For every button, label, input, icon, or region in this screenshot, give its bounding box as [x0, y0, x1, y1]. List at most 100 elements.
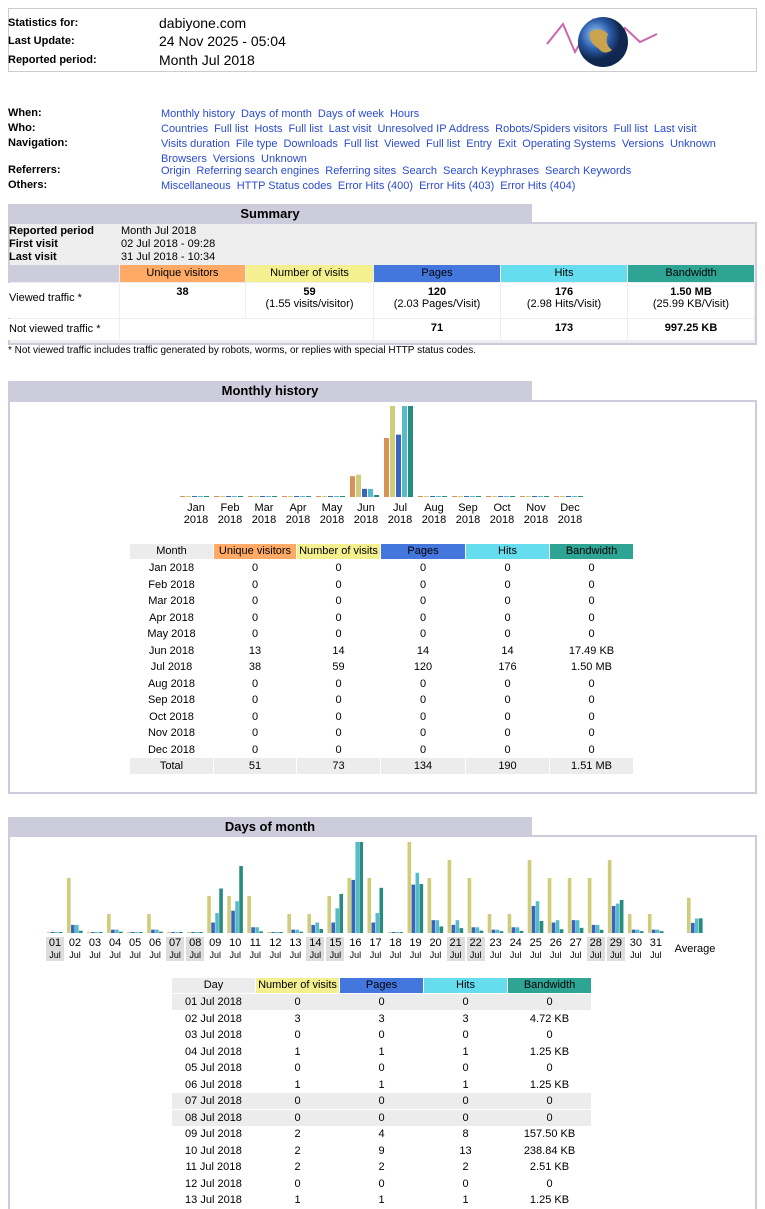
nav-link[interactable]: Exit: [497, 138, 517, 150]
table-cell: 73: [332, 760, 345, 772]
nav-link[interactable]: Last visit: [653, 123, 697, 135]
table-cell: 0: [588, 677, 595, 690]
summary-sub: (1.55 visits/visitor): [265, 298, 354, 310]
nav-label: Others:: [8, 179, 48, 191]
x-tick-label: Jul: [409, 950, 422, 960]
nav-link[interactable]: Countries: [161, 123, 209, 135]
x-tick-label: Nov 2018: [523, 502, 549, 526]
nav-link[interactable]: Monthly history: [161, 108, 235, 120]
table-cell: 3: [462, 1012, 469, 1025]
nav-link[interactable]: Miscellaneous: [161, 180, 231, 192]
table-cell: 05 Jul 2018: [185, 1062, 242, 1074]
bar: [459, 928, 464, 933]
nav-link[interactable]: Days of week: [317, 108, 384, 120]
table-cell: 0: [504, 727, 511, 739]
nav-link[interactable]: Versions: [212, 152, 256, 165]
nav-link[interactable]: Referring sites: [325, 165, 397, 177]
bar: [199, 932, 203, 933]
column-header-text: Day: [203, 979, 224, 991]
table-cell: 1: [294, 1194, 301, 1206]
bar: [350, 476, 355, 497]
nav-link[interactable]: Full list: [426, 138, 461, 150]
x-tick-label: Jul: [549, 950, 562, 960]
nav-link[interactable]: File type: [235, 138, 278, 150]
bar: [519, 930, 524, 933]
table-cell: 0: [462, 1062, 469, 1074]
nav-link[interactable]: Full list: [343, 138, 379, 150]
bar: [115, 929, 119, 933]
column-header: [424, 978, 507, 993]
bar: [220, 496, 225, 497]
bar: [451, 924, 456, 933]
table-cell: 190: [498, 760, 517, 772]
bar: [251, 927, 255, 933]
x-tick-label: 04: [108, 937, 122, 949]
nav-link[interactable]: Downloads: [283, 138, 338, 150]
nav-link[interactable]: Versions: [621, 138, 665, 150]
table-cell: 59: [332, 661, 345, 673]
total-cell: [297, 758, 380, 774]
column-header-text: Hits: [498, 545, 517, 557]
bar: [159, 931, 163, 933]
x-tick-label: 05: [128, 937, 142, 949]
x-tick-label: Jul: [630, 950, 642, 960]
weekend-bg: [586, 937, 605, 961]
nav-link[interactable]: Full list: [288, 123, 323, 135]
x-tick-label: Mar 2018: [251, 502, 277, 526]
bar: [579, 927, 584, 933]
table-cell: Jan 2018: [148, 562, 195, 574]
nav-link[interactable]: Entry: [466, 138, 492, 150]
bar: [315, 922, 319, 933]
bar: [299, 931, 303, 933]
nav-link[interactable]: Error Hits (404): [500, 180, 576, 192]
bar: [75, 924, 79, 933]
bar: [655, 929, 660, 933]
nav-link[interactable]: Browsers: [161, 152, 207, 165]
table-cell: 0: [588, 710, 595, 723]
nav-link[interactable]: Error Hits (400): [337, 180, 414, 192]
bar: [215, 913, 219, 933]
nav-link[interactable]: Unknown: [261, 152, 307, 165]
nav-link[interactable]: Search Keywords: [545, 165, 632, 177]
nav-link[interactable]: Visits duration: [161, 138, 230, 150]
bar: [55, 932, 59, 933]
nav-link[interactable]: Unresolved IP Address: [377, 123, 490, 135]
table-cell: 4: [378, 1128, 385, 1140]
bar: [396, 434, 401, 497]
nav-link[interactable]: Last visit: [328, 123, 372, 135]
row-label-cell: [8, 319, 119, 340]
table-cell: 0: [462, 996, 469, 1008]
nav-link[interactable]: Hours: [389, 108, 420, 120]
nav-link[interactable]: Error Hits (403): [419, 180, 495, 192]
nav-link[interactable]: Unknown: [670, 138, 716, 150]
nav-link[interactable]: Viewed: [384, 138, 421, 150]
x-tick-label: Jul: [329, 950, 342, 960]
nav-link[interactable]: Robots/Spiders visitors: [495, 123, 608, 135]
x-tick-label: Jul: [570, 950, 582, 960]
bar: [295, 929, 299, 933]
column-header-text: Number of visits: [299, 545, 378, 557]
table-cell: 238.84 KB: [523, 1144, 576, 1157]
nav-link[interactable]: Full list: [214, 123, 249, 135]
nav-link[interactable]: HTTP Status codes: [236, 180, 332, 192]
nav-link[interactable]: Origin: [161, 165, 191, 177]
nav-link[interactable]: Days of month: [240, 108, 312, 120]
table-cell: 0: [419, 743, 427, 756]
table-cell: 0: [588, 562, 595, 574]
bar: [322, 496, 327, 497]
bar: [316, 496, 321, 497]
header-label: Last Update:: [8, 35, 75, 47]
bar: [167, 932, 171, 933]
nav-link[interactable]: Hosts: [254, 123, 283, 135]
nav-link[interactable]: Full list: [613, 123, 648, 135]
nav-link[interactable]: Referring search engines: [196, 165, 320, 177]
x-tick-label: Jul: [109, 950, 121, 960]
nav-link[interactable]: Operating Systems: [522, 138, 616, 150]
bar: [498, 496, 503, 497]
info-label: First visit: [9, 238, 58, 250]
nav-link[interactable]: Search Keyphrases: [443, 165, 540, 177]
nav-link[interactable]: Search: [402, 165, 438, 177]
bar: [351, 879, 356, 933]
bar: [607, 860, 612, 933]
table-cell: 1: [294, 1045, 301, 1058]
